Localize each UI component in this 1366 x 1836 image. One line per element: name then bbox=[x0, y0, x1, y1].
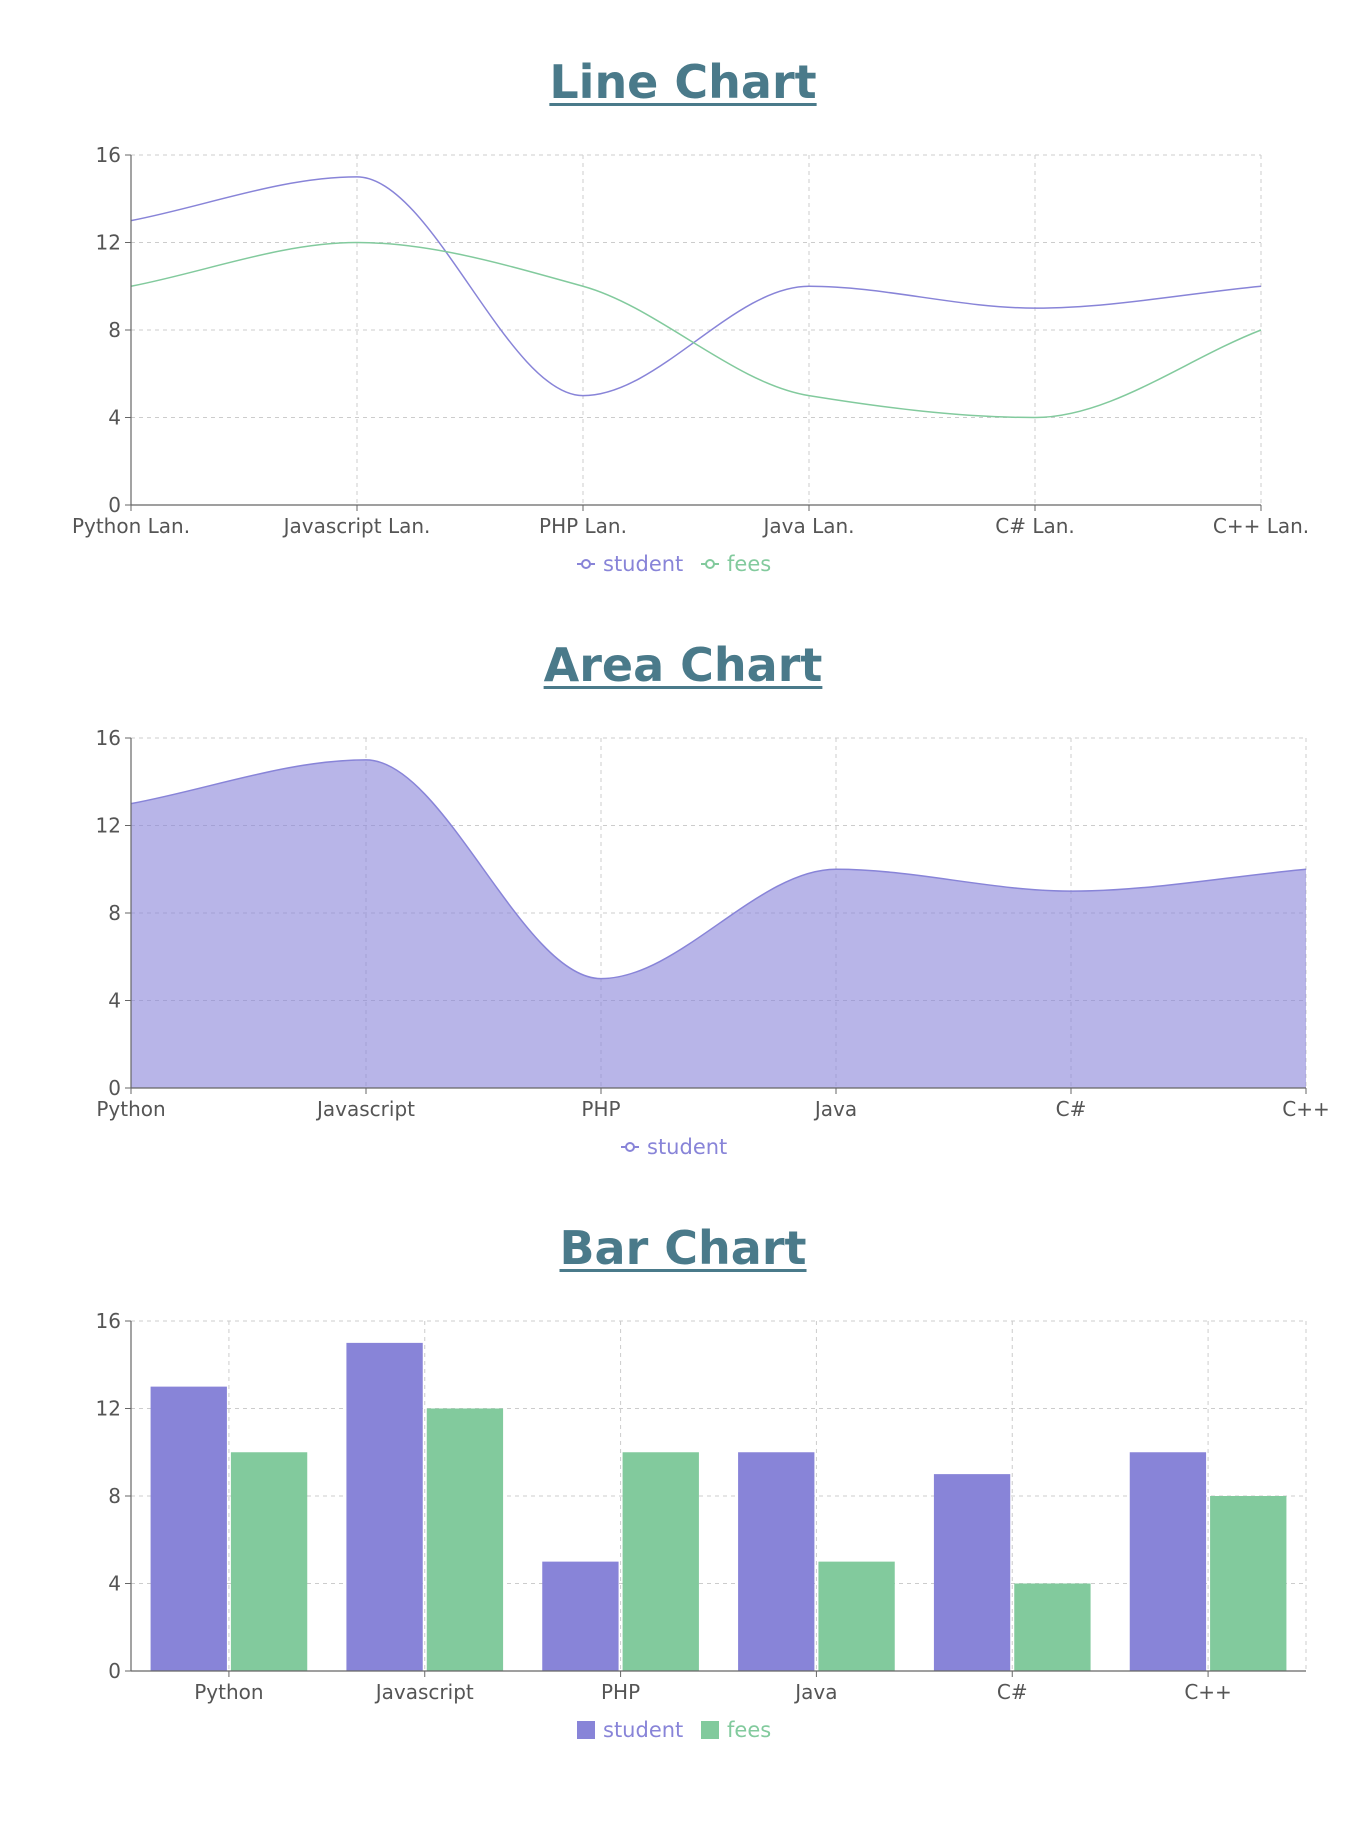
legend-label-student: student bbox=[603, 1718, 683, 1742]
x-tick-label: C++ bbox=[1282, 1097, 1329, 1121]
bar-student-php bbox=[542, 1561, 619, 1671]
y-tick-label: 12 bbox=[96, 231, 121, 255]
x-tick-label: PHP bbox=[601, 1680, 640, 1704]
x-tick-label: Javascript Lan. bbox=[282, 514, 431, 538]
bar-student-c- bbox=[1129, 1452, 1207, 1671]
bar-student-java bbox=[738, 1452, 815, 1671]
line-chart-title: Line Chart bbox=[549, 55, 817, 109]
bar-grid bbox=[131, 1320, 1307, 1671]
legend-swatch-student bbox=[577, 1721, 595, 1739]
bar-fees-python bbox=[230, 1452, 308, 1671]
y-tick-label: 0 bbox=[108, 493, 121, 517]
bar-student-python bbox=[150, 1386, 227, 1671]
legend-label-student: student bbox=[603, 552, 683, 576]
bar-student-javascript bbox=[346, 1342, 423, 1671]
line-chart: 0 4 8 12 16 Python Lan. Javascript Lan. PHP Lan… bbox=[72, 143, 1309, 576]
x-tick-label: PHP Lan. bbox=[539, 514, 627, 538]
y-tick-label: 16 bbox=[96, 143, 121, 167]
bar-fees-php bbox=[622, 1452, 699, 1671]
y-tick-label: 4 bbox=[108, 406, 121, 430]
x-tick-label: C# Lan. bbox=[995, 514, 1075, 538]
legend-label-fees: fees bbox=[727, 552, 771, 576]
series-line-fees bbox=[130, 241, 1262, 419]
legend-marker-student bbox=[581, 559, 591, 569]
bar-chart-title: Bar Chart bbox=[559, 1221, 807, 1275]
x-tick-label: C++ Lan. bbox=[1213, 514, 1309, 538]
y-tick-label: 0 bbox=[108, 1076, 121, 1100]
x-tick-label: Python bbox=[96, 1097, 165, 1121]
bar-legend: student fees bbox=[577, 1718, 771, 1742]
y-tick-label: 16 bbox=[96, 726, 121, 750]
legend-swatch-fees bbox=[701, 1721, 719, 1739]
y-tick-label: 8 bbox=[108, 1484, 121, 1508]
x-tick-label: Python bbox=[194, 1680, 263, 1704]
x-tick-label: Javascript bbox=[374, 1680, 474, 1704]
x-tick-label: Java bbox=[813, 1097, 857, 1121]
area-line-student bbox=[130, 759, 1307, 980]
y-tick-label: 12 bbox=[96, 814, 121, 838]
legend-marker-student bbox=[625, 1142, 635, 1152]
legend-label-student: student bbox=[647, 1135, 727, 1159]
y-tick-label: 16 bbox=[96, 1309, 121, 1333]
x-tick-label: Java Lan. bbox=[761, 514, 854, 538]
x-tick-label: C# bbox=[997, 1680, 1028, 1704]
bar-fees-javascript bbox=[426, 1408, 504, 1671]
legend-marker-fees bbox=[705, 559, 715, 569]
x-tick-label: C# bbox=[1056, 1097, 1087, 1121]
y-tick-label: 4 bbox=[108, 1572, 121, 1596]
x-tick-label: Java bbox=[793, 1680, 837, 1704]
bar-fees-c- bbox=[1210, 1496, 1287, 1671]
y-tick-label: 12 bbox=[96, 1397, 121, 1421]
line-legend: student fees bbox=[577, 552, 771, 576]
x-tick-label: C++ bbox=[1184, 1680, 1231, 1704]
area-legend: student bbox=[621, 1135, 727, 1159]
bar-chart: 0 4 8 12 16 Python Javascript PHP Java C# C++ stude… bbox=[96, 1309, 1307, 1742]
y-tick-label: 4 bbox=[108, 989, 121, 1013]
bar-student-c- bbox=[933, 1474, 1011, 1671]
x-tick-label: Python Lan. bbox=[72, 514, 190, 538]
y-tick-label: 8 bbox=[108, 318, 121, 342]
legend-label-fees: fees bbox=[727, 1718, 771, 1742]
y-tick-label: 0 bbox=[108, 1659, 121, 1683]
bar-fees-c- bbox=[1014, 1583, 1091, 1671]
area-chart-title: Area Chart bbox=[543, 638, 823, 692]
x-tick-label: PHP bbox=[581, 1097, 620, 1121]
area-chart: 0 4 8 12 16 Python Javascript PHP Java C# C++ stude… bbox=[96, 726, 1330, 1159]
bar-fees-java bbox=[818, 1561, 895, 1671]
x-tick-label: Javascript bbox=[315, 1097, 415, 1121]
line-grid bbox=[130, 154, 1262, 505]
y-tick-label: 8 bbox=[108, 901, 121, 925]
series-line-student bbox=[130, 176, 1262, 397]
